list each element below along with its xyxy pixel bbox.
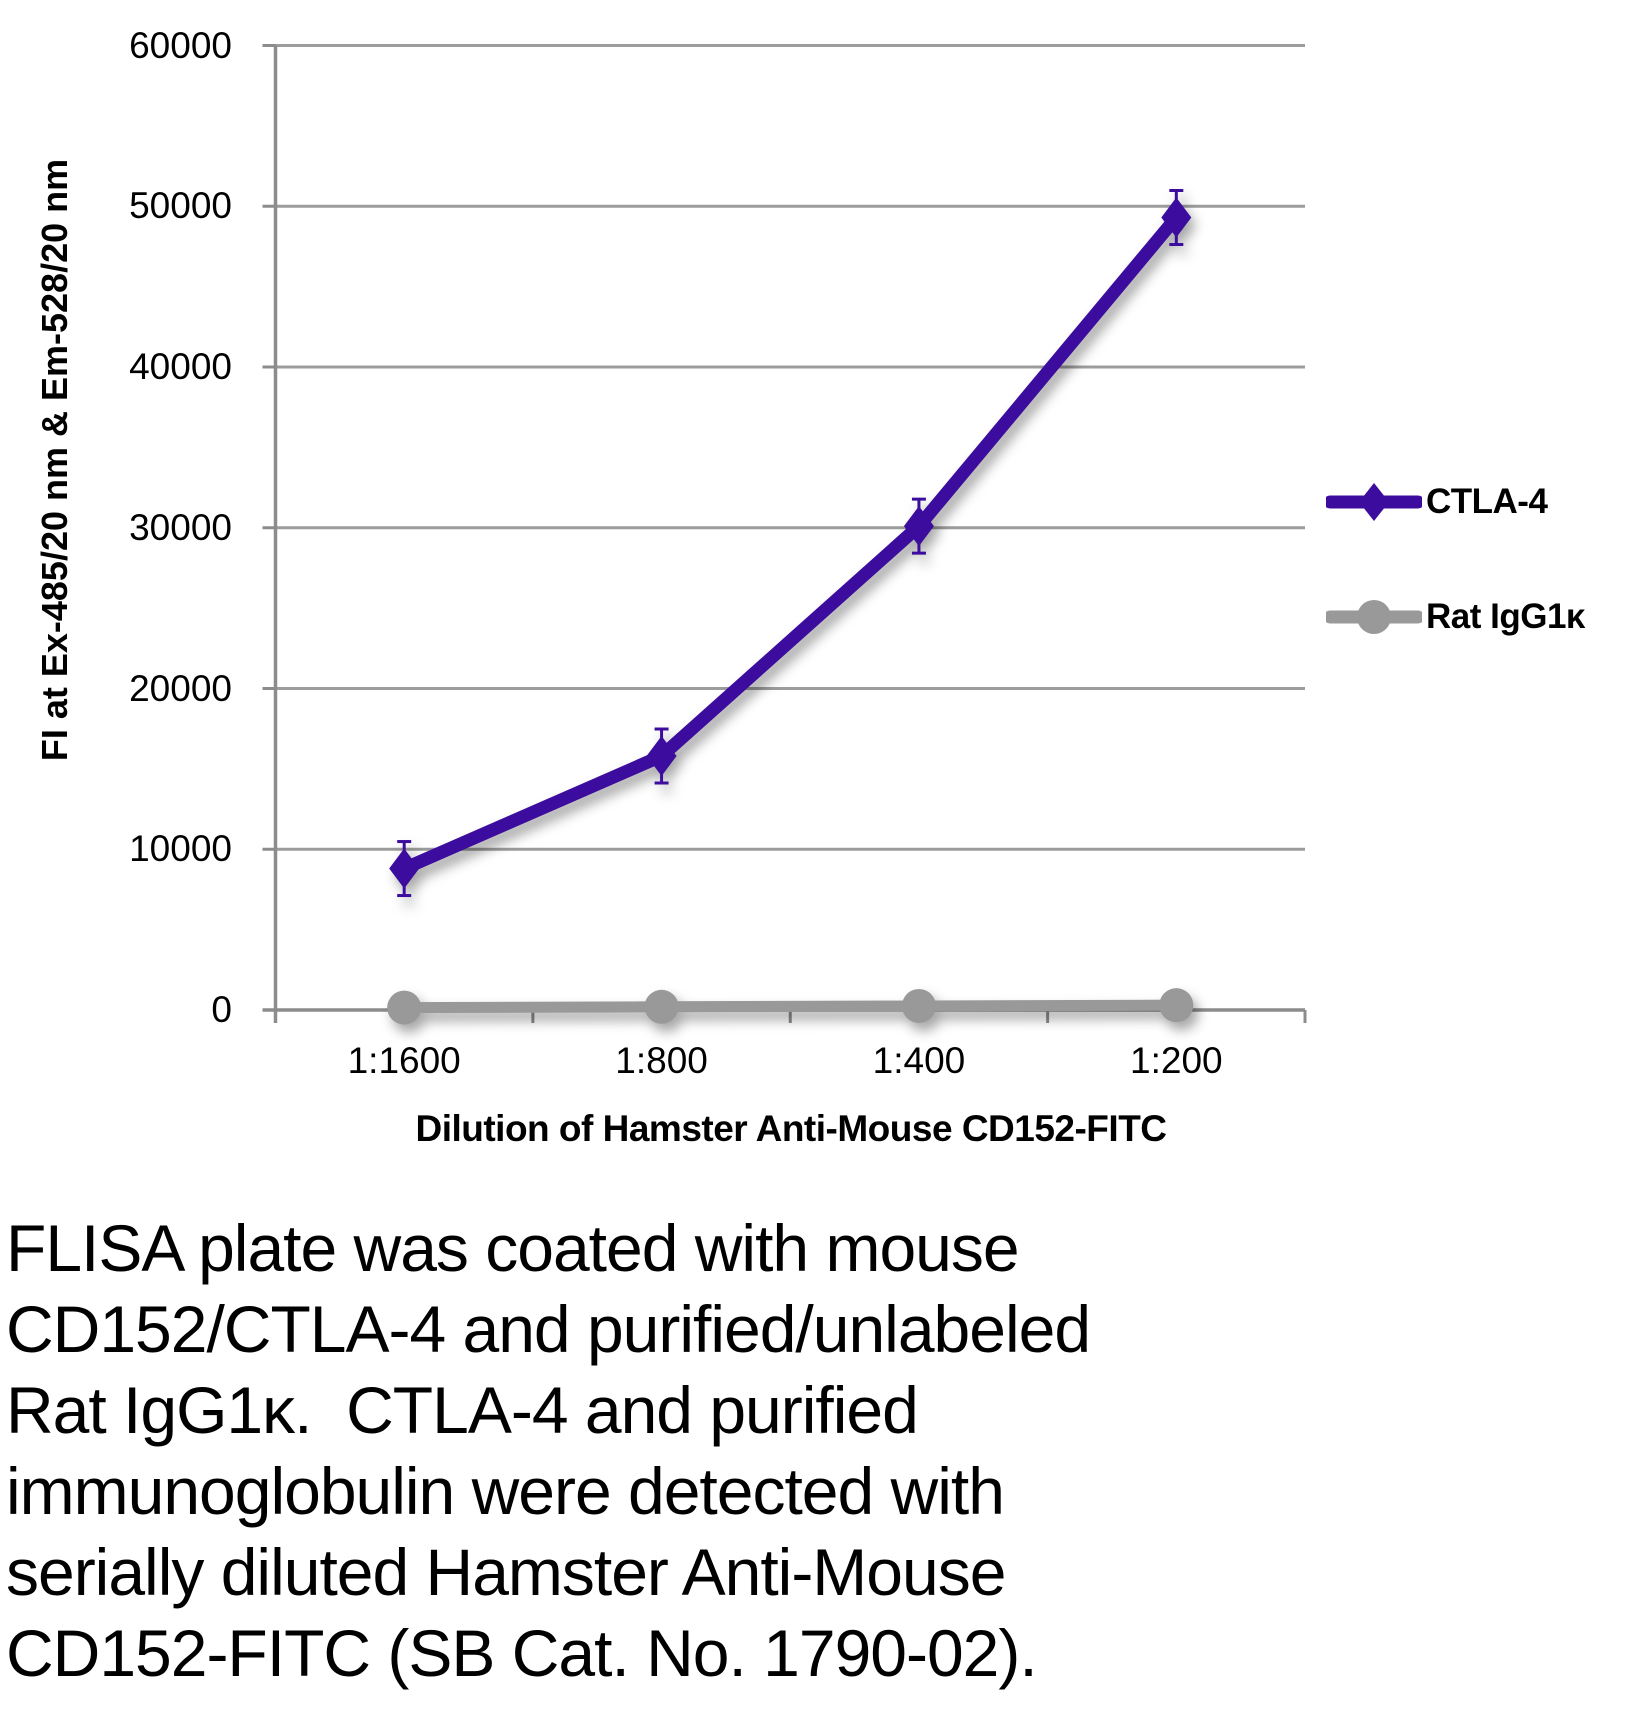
- x-tick-label-1-1600: 1:1600: [347, 1040, 461, 1081]
- legend-label-ctla4: CTLA-4: [1426, 482, 1548, 521]
- y-tick-label-40000: 40000: [129, 346, 232, 387]
- caption-line: Rat IgG1κ. CTLA-4 and purified: [6, 1373, 919, 1447]
- y-tick-label-20000: 20000: [129, 667, 232, 709]
- x-tick-label-1-400: 1:400: [872, 1040, 966, 1081]
- y-tick-label-30000: 30000: [129, 506, 232, 548]
- caption-line: serially diluted Hamster Anti-Mouse: [6, 1535, 1006, 1609]
- y-tick-label-60000: 60000: [129, 24, 232, 66]
- caption-line: immunoglobulin were detected with: [6, 1454, 1005, 1528]
- y-tick-label-50000: 50000: [129, 185, 232, 227]
- x-tick-label-1-200: 1:200: [1130, 1040, 1223, 1081]
- caption-line: CD152/CTLA-4 and purified/unlabeled: [6, 1292, 1091, 1366]
- y-tick-label-10000: 10000: [129, 828, 232, 870]
- legend-entry-rat-igg1k: Rat IgG1κ: [1326, 595, 1585, 639]
- x-tick-label-1-800: 1:800: [615, 1040, 708, 1081]
- ctla4-series-icon: [1326, 483, 1422, 521]
- y-tick-label-0: 0: [211, 989, 232, 1030]
- caption-line: FLISA plate was coated with mouse: [6, 1211, 1020, 1285]
- caption-line: CD152-FITC (SB Cat. No. 1790-02).: [6, 1616, 1038, 1690]
- legend-label-rat-igg1k: Rat IgG1κ: [1426, 597, 1585, 636]
- plot-area: [262, 44, 1307, 1025]
- x-axis-title: Dilution of Hamster Anti-Mouse CD152-FIT…: [415, 1108, 1167, 1149]
- rat-igg1k-series-icon: [1326, 600, 1422, 634]
- legend-entry-ctla4: CTLA-4: [1326, 480, 1548, 524]
- line-chart: FI at Ex-485/20 nm & Em-528/20 nm 0 1000…: [34, 24, 1585, 1150]
- figure-caption: FLISA plate was coated with mouse CD152/…: [6, 1208, 1626, 1694]
